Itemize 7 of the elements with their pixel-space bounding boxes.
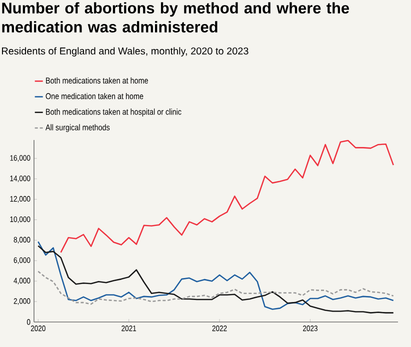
chart-subtitle: Residents of England and Wales, monthly, 2020 to 2023 — [2, 47, 248, 56]
legend-label: Both medications taken at home — [46, 77, 148, 84]
line-series — [60, 140, 394, 254]
legend-label: Both medications taken at hospital or clinic — [46, 108, 182, 116]
chart-title: Number of abortions by method and where the medication was administered — [2, 2, 350, 32]
legend-label: All surgical methods — [46, 124, 110, 132]
legend-label: One medication taken at home — [46, 92, 144, 100]
